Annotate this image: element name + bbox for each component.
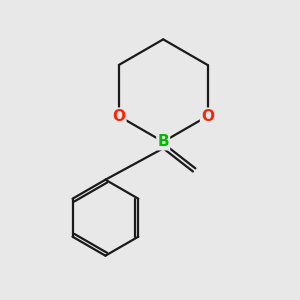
Text: B: B (158, 134, 169, 149)
Text: O: O (201, 109, 214, 124)
Text: O: O (112, 109, 125, 124)
